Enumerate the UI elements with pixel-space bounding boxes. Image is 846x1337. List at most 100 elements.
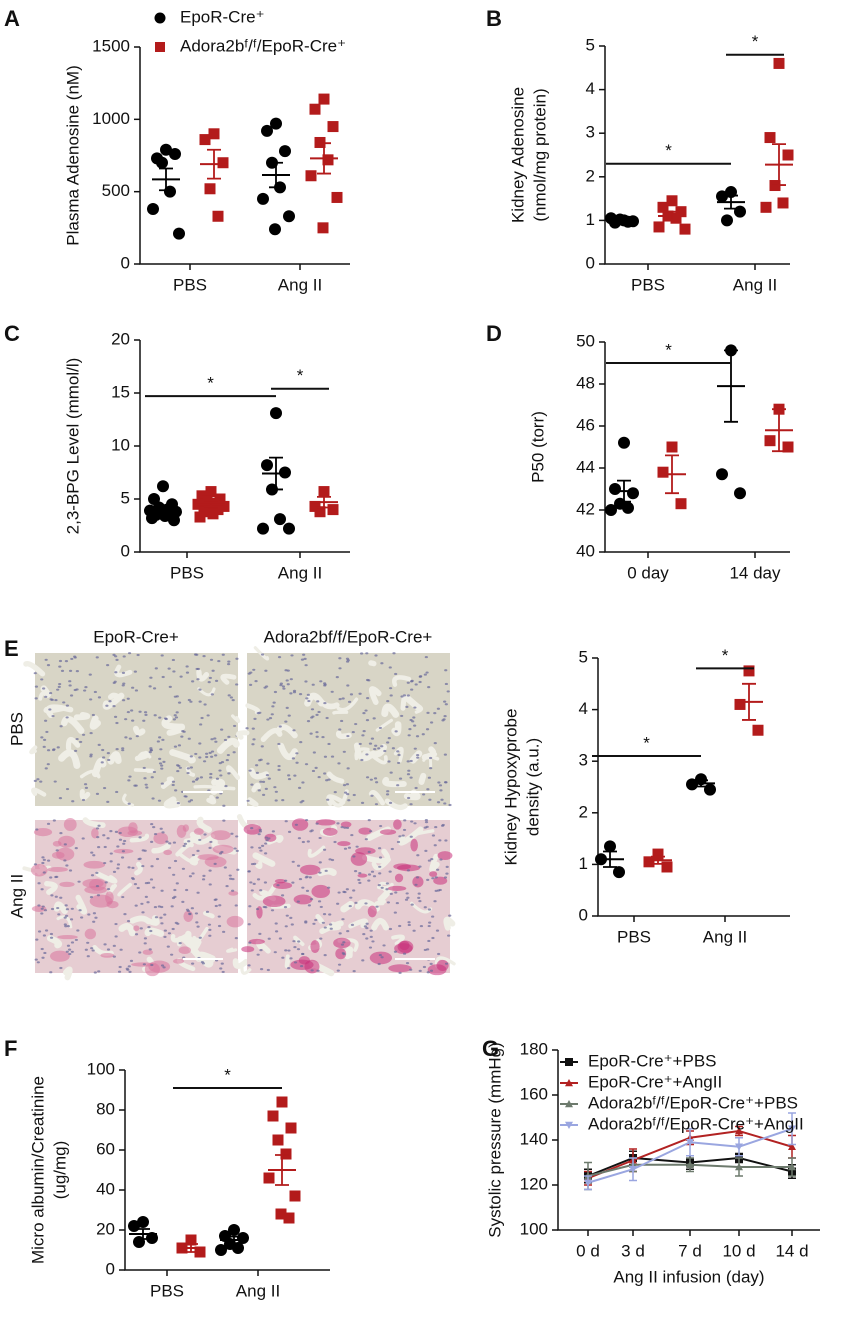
nucleus [48,708,52,711]
stain-patch [358,827,372,835]
nucleus [177,701,182,704]
y-tick-label: 15 [111,382,130,401]
stain-patch [335,948,347,960]
nucleus [176,801,180,805]
nucleus [249,881,253,884]
tissue-lumen [220,673,237,685]
nucleus [309,732,313,735]
data-point [228,1224,240,1236]
significance-label: * [224,1065,231,1084]
data-point [279,466,291,479]
nucleus [333,791,337,794]
data-point [283,210,295,223]
nucleus [385,888,389,891]
nucleus [40,888,44,891]
data-point [686,778,698,791]
nucleus [301,952,305,956]
nucleus [201,878,206,881]
tissue-lumen [284,954,291,969]
nucleus [277,764,281,768]
nucleus [358,742,362,746]
tissue-lumen [403,789,421,801]
data-point [734,698,746,710]
nucleus [370,794,374,797]
tissue-lumen [429,853,440,873]
tissue-lumen [44,880,58,895]
nucleus [258,830,263,833]
nucleus [314,918,318,922]
nucleus [217,915,221,918]
stain-patch [298,956,310,965]
nucleus [402,952,407,955]
nucleus [158,716,162,719]
nucleus [115,658,119,661]
nucleus [377,747,381,750]
nucleus [311,769,316,773]
y-tick-label: 1 [579,854,588,873]
data-point [782,441,794,453]
significance-label: * [722,646,729,665]
y-tick-label: 1000 [92,109,130,128]
nucleus [414,683,418,686]
nucleus [97,743,101,746]
nucleus [262,793,266,796]
nucleus [74,749,78,753]
data-point [261,124,273,137]
nucleus [248,941,252,944]
nucleus [271,830,275,833]
nucleus [218,852,223,855]
nucleus [41,956,45,959]
tissue-lumen [89,715,101,730]
nucleus [138,951,142,954]
nucleus [319,937,323,940]
nucleus [66,944,71,947]
nucleus [213,862,217,865]
stain-patch [172,958,185,964]
legend-label: Adora2bᶠ/ᶠ/EpoR-Cre⁺+PBS [588,1093,798,1112]
nucleus [144,783,148,786]
nucleus [52,819,56,822]
x-tick-label: PBS [173,275,207,294]
nucleus [424,820,429,824]
nucleus [267,937,271,940]
nucleus [172,670,176,673]
nucleus [208,934,212,937]
data-point [675,206,687,218]
nucleus [86,941,90,944]
nucleus [416,754,420,757]
nucleus [431,877,435,880]
data-point [788,1142,796,1150]
nucleus [369,778,373,781]
nucleus [202,760,207,763]
nucleus [143,942,147,945]
nucleus [189,755,193,758]
nucleus [119,948,123,951]
nucleus [69,694,74,697]
sem-bar [742,682,756,721]
nucleus [427,939,431,943]
data-point [609,483,621,495]
nucleus [292,689,297,692]
nucleus [174,789,178,792]
nucleus [54,895,58,898]
nucleus [68,952,72,956]
nucleus [194,752,198,756]
data-point [666,441,678,453]
nucleus [372,717,376,720]
nucleus [136,886,140,890]
nucleus [40,736,44,739]
nucleus [89,753,93,756]
nucleus [443,781,448,784]
nucleus [386,741,390,744]
data-point [704,783,716,796]
nucleus [246,799,250,802]
nucleus [92,854,96,857]
nucleus [408,728,412,731]
nucleus [109,852,113,855]
data-point [147,203,159,216]
legend-label: EpoR-Cre⁺+AngII [588,1072,722,1091]
nucleus [176,764,180,767]
data-point [318,486,330,498]
nucleus [232,751,236,754]
nucleus [109,830,113,833]
